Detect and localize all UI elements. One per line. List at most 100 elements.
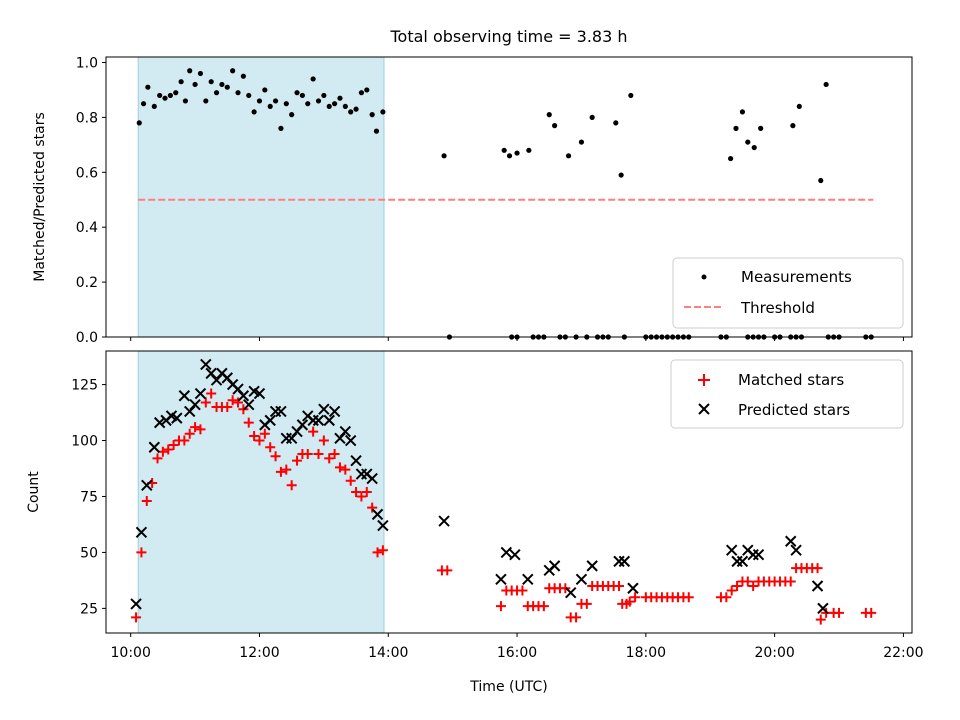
- top-y-axis-label: Matched/Predicted stars: [32, 112, 48, 282]
- measurement-point: [315, 98, 322, 104]
- matched-star-point: [243, 417, 254, 428]
- measurement-point: [790, 123, 796, 129]
- x-tick-label: 20:00: [754, 645, 794, 661]
- predicted-star-point: [328, 405, 341, 418]
- measurement-point: [224, 84, 230, 90]
- matched-star-point: [834, 607, 845, 618]
- predicted-stars-series: [130, 358, 829, 615]
- measurement-point: [514, 150, 520, 156]
- measurement-point: [203, 98, 209, 104]
- top-panel: 0.0 0.2 0.4 0.6 0.8 1.0 Matched/Predicted sta…: [32, 55, 913, 346]
- top-shaded-region: [137, 57, 385, 337]
- measurement-point: [187, 68, 193, 74]
- matched-star-point: [318, 435, 329, 446]
- measurement-point: [818, 177, 824, 184]
- measurement-point: [578, 139, 585, 145]
- measurement-point: [613, 120, 619, 126]
- measurement-point: [167, 92, 173, 99]
- measurement-point: [358, 90, 365, 96]
- predicted-star-point: [575, 573, 588, 585]
- matched-star-point: [571, 612, 582, 623]
- measurement-point: [751, 144, 757, 151]
- top-plot-frame: [105, 56, 913, 338]
- predicted-star-point: [752, 548, 765, 561]
- figure-title: Total observing time = 3.83 h: [389, 27, 627, 46]
- measurement-point: [262, 87, 268, 93]
- predicted-star-point: [178, 390, 191, 402]
- measurement-point: [739, 109, 746, 115]
- matched-star-point: [190, 422, 201, 433]
- matched-star-point: [356, 491, 367, 502]
- measurement-point: [136, 120, 142, 126]
- y-tick-label: 0.8: [76, 110, 98, 126]
- matched-star-point: [732, 581, 743, 591]
- predicted-star-point: [747, 548, 759, 561]
- predicted-star-point: [438, 515, 450, 527]
- predicted-star-point: [141, 479, 153, 491]
- matched-star-point: [581, 598, 592, 609]
- matched-star-point: [683, 592, 694, 603]
- matched-star-point: [168, 440, 179, 450]
- predicted-star-point: [200, 358, 212, 371]
- x-tick-label: 14:00: [368, 645, 408, 661]
- measurement-point: [310, 76, 316, 82]
- predicted-stars-legend-label: Predicted stars: [738, 401, 850, 419]
- matched-star-point: [292, 455, 303, 466]
- measurement-point: [758, 125, 764, 131]
- bottom-shaded-region: [137, 351, 385, 633]
- predicted-star-point: [790, 544, 802, 556]
- predicted-star-point: [344, 434, 357, 447]
- measurement-point: [162, 95, 168, 101]
- matched-star-point: [866, 607, 877, 618]
- matched-star-point: [742, 576, 753, 587]
- measurement-point: [348, 109, 354, 115]
- predicted-star-point: [148, 441, 161, 453]
- predicted-star-point: [339, 425, 352, 438]
- matched-star-point: [206, 388, 217, 399]
- matched-star-point: [624, 596, 635, 607]
- measurement-point: [251, 109, 257, 115]
- bottom-legend-box: [670, 359, 904, 429]
- measurement-point: [192, 81, 198, 88]
- measurement-point: [526, 147, 532, 153]
- measurement-point: [380, 109, 386, 115]
- predicted-star-point: [731, 555, 743, 568]
- measurement-point: [173, 90, 179, 96]
- y-tick-label: 1.0: [76, 55, 98, 71]
- predicted-star-point: [509, 548, 521, 561]
- predicted-star-point: [500, 546, 513, 559]
- measurement-point: [369, 112, 375, 118]
- predicted-star-point: [237, 390, 250, 402]
- matched-star-point: [259, 428, 270, 439]
- predicted-star-point: [565, 587, 577, 599]
- measurement-point: [219, 81, 225, 88]
- matched-star-point: [233, 397, 244, 408]
- measurement-point: [157, 92, 163, 99]
- measurements-legend-label: Measurements: [741, 268, 852, 286]
- predicted-star-point: [323, 414, 335, 427]
- matched-star-point: [184, 428, 195, 439]
- predicted-star-point: [371, 508, 384, 521]
- measurement-point: [246, 92, 252, 99]
- predicted-star-point: [171, 412, 183, 424]
- matched-stars-series: [131, 388, 877, 625]
- matched-star-point: [152, 453, 163, 464]
- matched-star-point: [136, 547, 147, 558]
- measurement-point: [240, 73, 246, 79]
- matched-star-point: [812, 563, 823, 574]
- predicted-stars-legend-marker: [698, 403, 710, 415]
- matched-stars-legend-marker: [698, 374, 710, 386]
- predicted-star-point: [253, 387, 266, 400]
- bottom-plot-frame: [105, 350, 913, 634]
- matched-star-point: [815, 614, 826, 625]
- matched-star-point: [131, 612, 142, 623]
- predicted-star-point: [296, 419, 309, 431]
- predicted-star-point: [350, 454, 362, 467]
- measurement-point: [823, 81, 829, 88]
- predicted-star-point: [194, 387, 207, 400]
- measurement-point: [230, 68, 236, 74]
- matched-star-point: [377, 545, 388, 556]
- measurement-point: [501, 147, 507, 153]
- matched-star-point: [517, 585, 528, 596]
